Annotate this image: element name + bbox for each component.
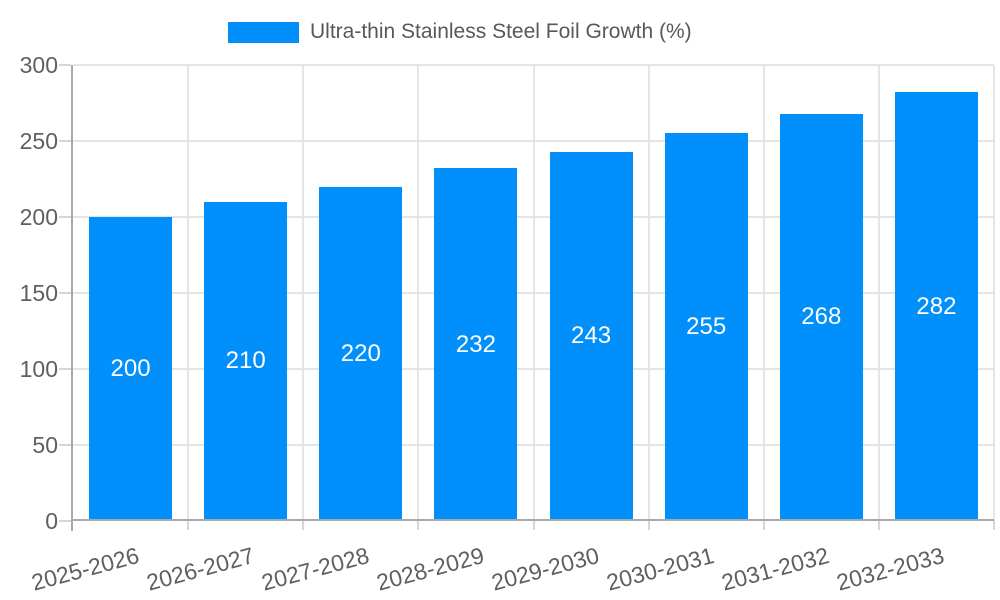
x-gridline	[993, 65, 995, 521]
y-tick-label: 200	[19, 204, 58, 230]
plot-area: 200 210 220 232 243 255 268 282	[59, 64, 995, 531]
bar-2028-2029	[434, 168, 518, 519]
x-axis-tick	[762, 521, 765, 530]
y-tick-label: 150	[19, 280, 58, 306]
y-axis-tick	[59, 444, 71, 446]
y-axis-tick	[59, 140, 71, 142]
x-gridline	[417, 65, 420, 521]
x-gridline	[762, 65, 765, 521]
bar-2026-2027	[204, 201, 288, 519]
bar-value-label: 220	[340, 339, 381, 367]
x-axis-tick	[993, 521, 995, 530]
x-axis-tick	[302, 521, 305, 530]
bar-value-label: 232	[455, 330, 496, 358]
legend-color-swatch	[228, 21, 299, 43]
x-gridline	[302, 65, 305, 521]
y-axis-tick	[59, 368, 71, 370]
y-axis-tick	[59, 292, 71, 294]
x-axis-tick	[647, 521, 650, 530]
x-axis-tick	[877, 521, 880, 530]
y-tick-label: 100	[19, 356, 58, 382]
y-axis-tick	[59, 216, 71, 218]
bar-2030-2031	[664, 133, 748, 519]
bar-value-label: 268	[801, 303, 842, 331]
y-axis-line	[71, 65, 73, 531]
bar-value-label: 200	[110, 355, 151, 382]
y-tick-label: 50	[32, 432, 58, 458]
y-axis-tick	[59, 520, 71, 522]
x-gridline	[187, 65, 190, 521]
x-gridline	[532, 65, 535, 521]
legend-series-label: Ultra-thin Stainless Steel Foil Growth (…	[310, 20, 692, 43]
bar-2027-2028	[319, 186, 403, 519]
bar-2032-2033	[894, 92, 978, 519]
legend: Ultra-thin Stainless Steel Foil Growth (…	[228, 21, 692, 43]
bar-2031-2032	[779, 113, 863, 519]
bar-2025-2026	[89, 217, 173, 519]
y-tick-label: 0	[45, 508, 58, 534]
bar-value-label: 210	[225, 347, 266, 375]
x-axis-tick	[532, 521, 535, 530]
bar-value-label: 255	[686, 313, 727, 341]
y-tick-label: 300	[19, 52, 58, 78]
bar-value-label: 243	[571, 322, 612, 350]
x-axis-tick	[417, 521, 420, 530]
bar-2029-2030	[549, 151, 633, 519]
x-axis-line	[73, 519, 994, 521]
x-gridline	[647, 65, 650, 521]
legend-item[interactable]: Ultra-thin Stainless Steel Foil Growth (…	[228, 21, 692, 43]
y-tick-label: 250	[19, 128, 58, 154]
x-axis-tick	[187, 521, 190, 530]
x-gridline	[877, 65, 880, 521]
bar-value-label: 282	[916, 292, 957, 320]
y-axis-tick	[59, 64, 71, 66]
